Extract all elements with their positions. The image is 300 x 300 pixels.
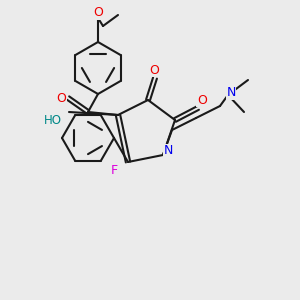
Text: O: O <box>56 92 66 106</box>
Text: N: N <box>163 145 173 158</box>
Text: O: O <box>93 7 103 20</box>
Text: O: O <box>149 64 159 76</box>
Text: N: N <box>226 86 236 100</box>
Text: HO: HO <box>44 113 62 127</box>
Text: O: O <box>197 94 207 106</box>
Text: F: F <box>110 164 118 176</box>
